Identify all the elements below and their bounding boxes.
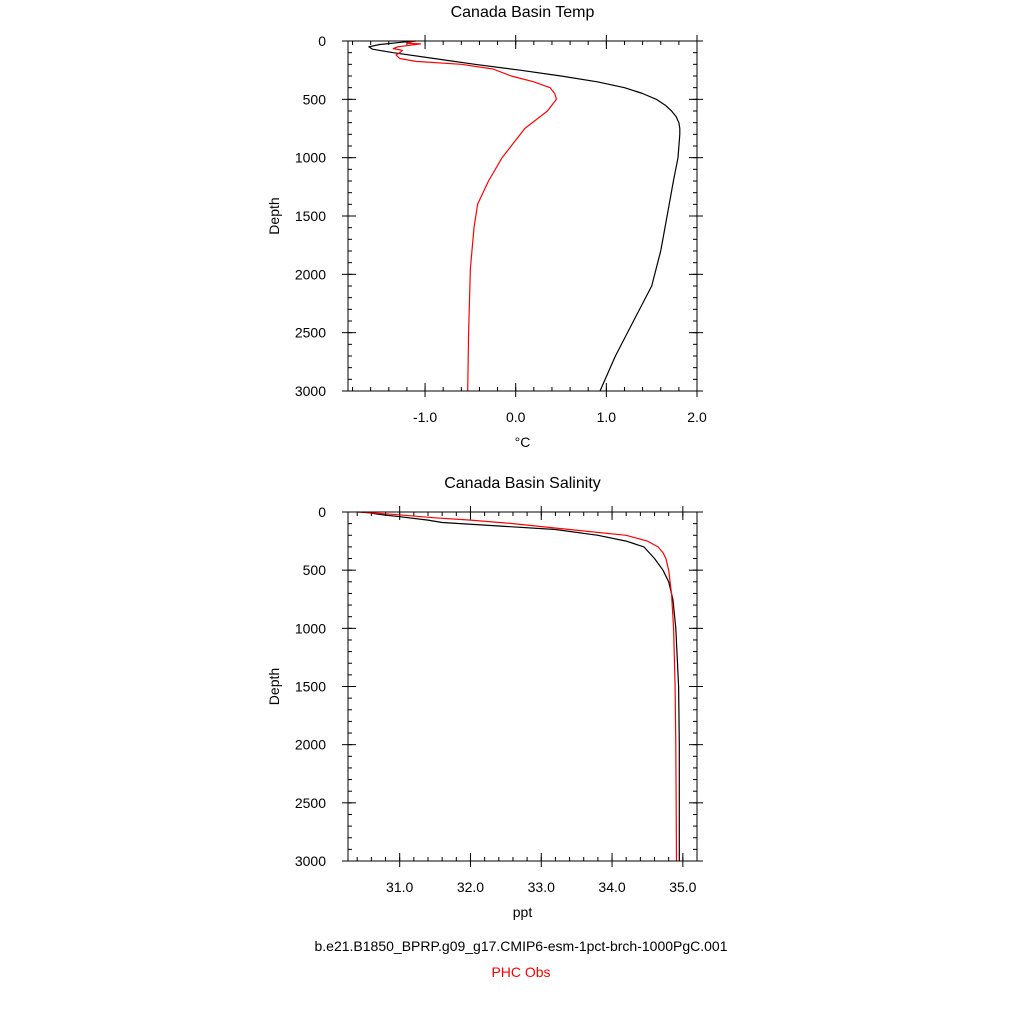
y-tick-label: 2500 — [295, 325, 326, 341]
y-axis-label: Depth — [266, 197, 282, 234]
temp-panel: Canada Basin Temp 0 500 1000 1500 2000 2500 300… — [266, 4, 707, 450]
x-tick-label: 31.0 — [386, 879, 413, 895]
x-tick-label: 32.0 — [457, 879, 484, 895]
y-tick-label: 500 — [303, 91, 327, 107]
series-line-obs — [357, 511, 678, 862]
y-tick-label: 1000 — [295, 150, 326, 166]
y-tick-label: 1500 — [295, 679, 326, 695]
x-axis-label: ppt — [513, 904, 533, 920]
y-tick-label: 3000 — [295, 853, 326, 869]
x-tick-label: -1.0 — [413, 409, 437, 425]
y-tick-label: 2500 — [295, 795, 326, 811]
salinity-panel: Canada Basin Salinity 0 500 1000 1500 2000 250… — [266, 475, 703, 920]
series-line-model — [364, 511, 680, 861]
x-tick-label: 0.0 — [506, 409, 526, 425]
y-tick-label: 2000 — [295, 266, 326, 282]
y-tick-label: 0 — [318, 33, 326, 49]
x-tick-label: 35.0 — [669, 879, 696, 895]
y-tick-label: 0 — [318, 504, 326, 520]
y-tick-label: 1500 — [295, 208, 326, 224]
series-line-obs — [392, 40, 558, 392]
model-run-caption: b.e21.B1850_BPRP.g09_g17.CMIP6-esm-1pct-… — [315, 938, 728, 954]
y-tick-label: 1000 — [295, 620, 326, 636]
x-tick-label: 33.0 — [528, 879, 555, 895]
chart-title: Canada Basin Salinity — [444, 475, 601, 492]
plot-frame — [347, 511, 698, 862]
x-tick-label: 34.0 — [598, 879, 625, 895]
y-tick-label: 2000 — [295, 737, 326, 753]
y-tick-label: 3000 — [295, 383, 326, 399]
x-tick-label: 1.0 — [597, 409, 617, 425]
plot-frame — [347, 40, 698, 392]
x-tick-label: 2.0 — [687, 409, 707, 425]
obs-caption: PHC Obs — [491, 964, 550, 980]
x-axis-label: °C — [515, 434, 531, 450]
series-line-model — [368, 40, 681, 392]
y-axis-label: Depth — [266, 668, 282, 705]
y-tick-label: 500 — [303, 562, 327, 578]
chart-title: Canada Basin Temp — [451, 4, 595, 21]
